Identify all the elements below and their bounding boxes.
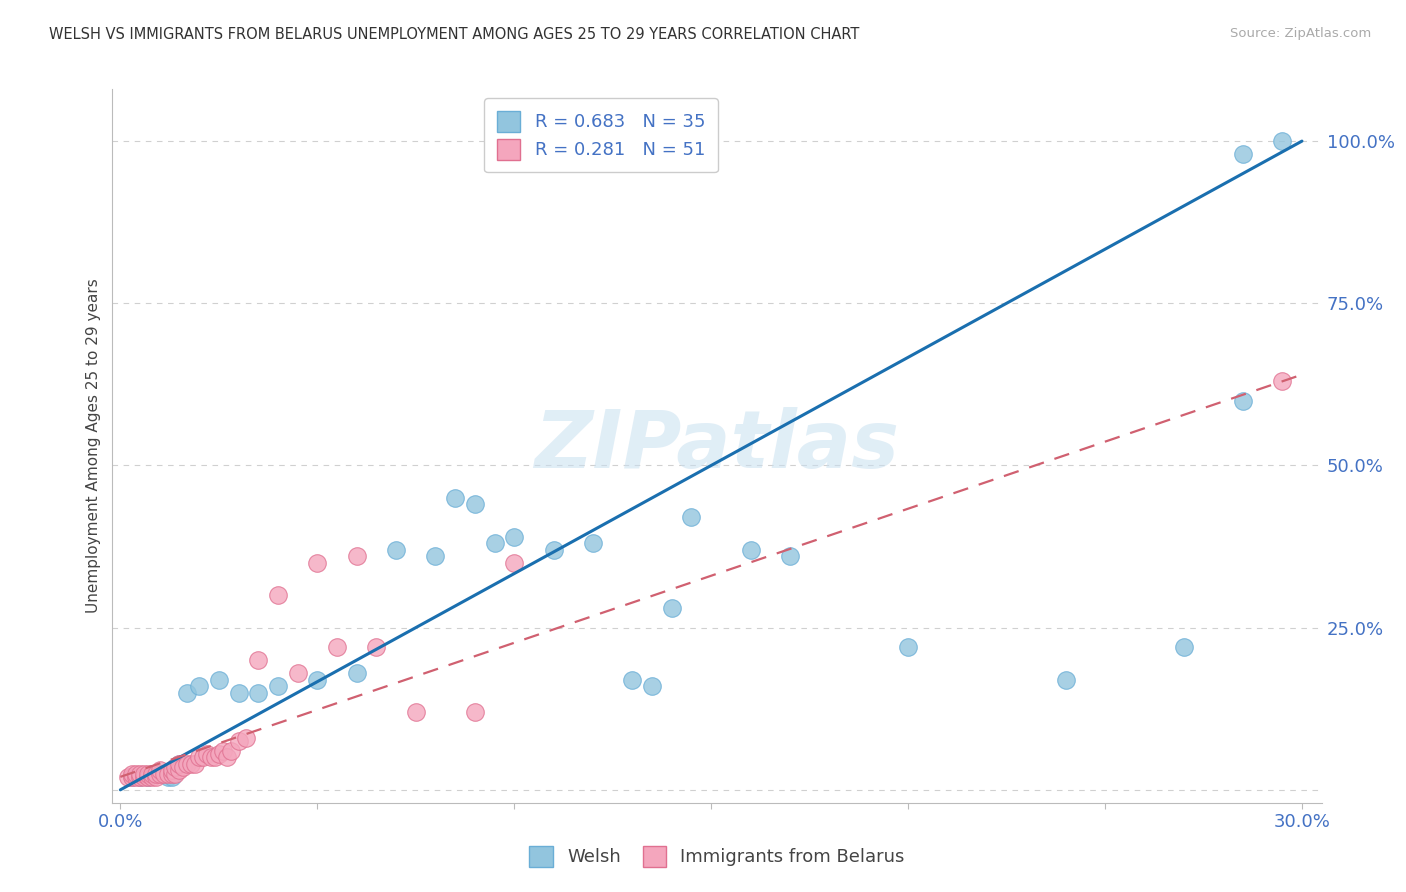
- Point: [681, 510, 703, 524]
- Point: [176, 685, 198, 699]
- Point: [195, 747, 218, 761]
- Point: [235, 731, 257, 745]
- Point: [180, 756, 202, 771]
- Text: ZIPatlas: ZIPatlas: [534, 407, 900, 485]
- Point: [176, 756, 198, 771]
- Point: [152, 766, 174, 780]
- Point: [125, 770, 148, 784]
- Point: [1271, 134, 1294, 148]
- Text: Source: ZipAtlas.com: Source: ZipAtlas.com: [1230, 27, 1371, 40]
- Point: [172, 760, 194, 774]
- Point: [149, 766, 172, 780]
- Point: [141, 766, 163, 780]
- Point: [228, 685, 250, 699]
- Point: [228, 734, 250, 748]
- Point: [136, 770, 159, 784]
- Legend: Welsh, Immigrants from Belarus: Welsh, Immigrants from Belarus: [516, 833, 918, 880]
- Point: [208, 673, 231, 687]
- Point: [191, 750, 214, 764]
- Point: [621, 673, 644, 687]
- Point: [219, 744, 242, 758]
- Point: [267, 679, 290, 693]
- Point: [152, 766, 174, 780]
- Point: [543, 542, 565, 557]
- Point: [145, 766, 167, 780]
- Point: [121, 770, 143, 784]
- Point: [188, 750, 211, 764]
- Point: [287, 666, 309, 681]
- Point: [661, 601, 683, 615]
- Point: [1054, 673, 1077, 687]
- Point: [405, 705, 427, 719]
- Point: [121, 770, 143, 784]
- Point: [160, 764, 183, 778]
- Point: [385, 542, 408, 557]
- Point: [215, 750, 238, 764]
- Point: [169, 756, 191, 771]
- Point: [346, 549, 368, 564]
- Point: [156, 770, 179, 784]
- Point: [136, 770, 159, 784]
- Point: [169, 756, 191, 771]
- Point: [129, 770, 152, 784]
- Point: [582, 536, 605, 550]
- Point: [247, 685, 270, 699]
- Point: [464, 497, 486, 511]
- Point: [267, 588, 290, 602]
- Point: [1173, 640, 1195, 654]
- Point: [503, 556, 526, 570]
- Point: [1271, 374, 1294, 388]
- Point: [307, 673, 329, 687]
- Point: [141, 766, 163, 780]
- Point: [165, 766, 187, 780]
- Point: [129, 770, 152, 784]
- Point: [200, 750, 222, 764]
- Point: [188, 679, 211, 693]
- Point: [247, 653, 270, 667]
- Point: [444, 491, 467, 505]
- Point: [484, 536, 506, 550]
- Point: [149, 766, 172, 780]
- Y-axis label: Unemployment Among Ages 25 to 29 years: Unemployment Among Ages 25 to 29 years: [86, 278, 101, 614]
- Point: [156, 766, 179, 780]
- Point: [208, 747, 231, 761]
- Point: [366, 640, 388, 654]
- Point: [141, 770, 163, 784]
- Point: [117, 770, 139, 784]
- Point: [779, 549, 801, 564]
- Point: [129, 766, 152, 780]
- Point: [160, 770, 183, 784]
- Point: [160, 766, 183, 780]
- Point: [165, 760, 187, 774]
- Point: [740, 542, 762, 557]
- Point: [503, 530, 526, 544]
- Point: [132, 766, 155, 780]
- Point: [326, 640, 349, 654]
- Point: [307, 556, 329, 570]
- Point: [346, 666, 368, 681]
- Point: [641, 679, 664, 693]
- Point: [425, 549, 447, 564]
- Point: [1232, 147, 1254, 161]
- Point: [211, 744, 233, 758]
- Point: [169, 764, 191, 778]
- Point: [132, 770, 155, 784]
- Point: [125, 766, 148, 780]
- Point: [897, 640, 920, 654]
- Point: [184, 756, 207, 771]
- Point: [145, 770, 167, 784]
- Point: [1232, 393, 1254, 408]
- Point: [464, 705, 486, 719]
- Text: WELSH VS IMMIGRANTS FROM BELARUS UNEMPLOYMENT AMONG AGES 25 TO 29 YEARS CORRELAT: WELSH VS IMMIGRANTS FROM BELARUS UNEMPLO…: [49, 27, 859, 42]
- Point: [136, 766, 159, 780]
- Point: [204, 750, 226, 764]
- Point: [149, 764, 172, 778]
- Point: [121, 766, 143, 780]
